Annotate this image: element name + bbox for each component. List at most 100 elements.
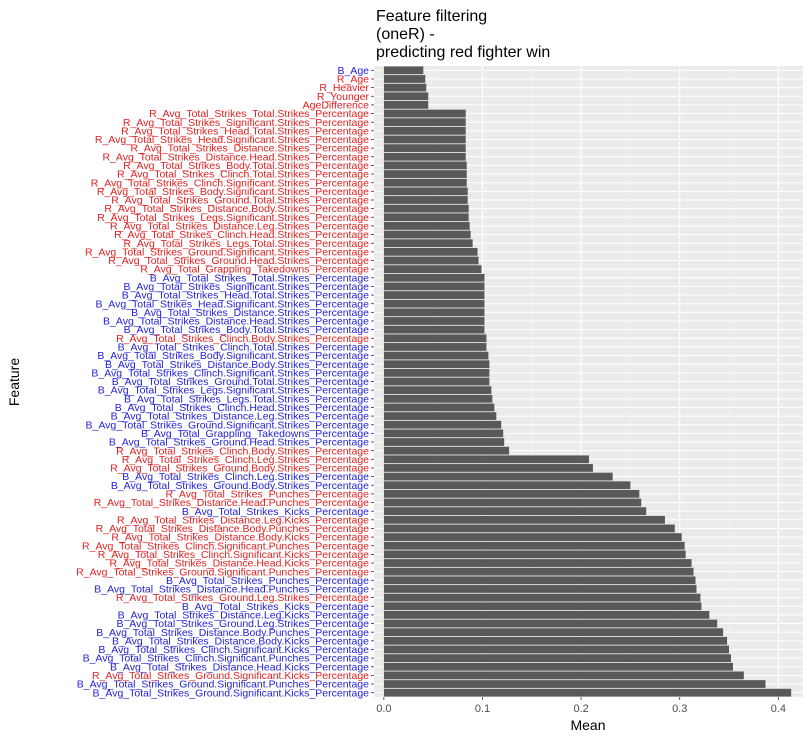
bar: [383, 118, 466, 127]
y-tick-label: R_Avg_Total_Strikes_Total.Strikes_Percen…: [149, 108, 369, 120]
y-tick-label: R_Avg_Total_Grappling_Takedowns_Percenta…: [140, 264, 369, 276]
bar: [383, 247, 478, 256]
y-tick-label: R_Avg_Total_Strikes_Distance.Leg.Strikes…: [110, 221, 369, 233]
x-tick-label: 0.4: [771, 703, 786, 715]
y-tick-label: B_Avg_Total_Strikes_Clinch.Significant.S…: [91, 367, 369, 379]
y-tick-label: R_Avg_Total_Strikes_Clinch.Significant.S…: [91, 177, 369, 189]
y-tick-label: B_Avg_Total_Strikes_Punches_Percentage: [166, 575, 369, 587]
y-tick-label: B_Avg_Total_Strikes_Clinch.Leg.Strikes_P…: [122, 471, 369, 483]
bar: [383, 524, 675, 533]
y-tick-label: B_Avg_Total_Strikes_Clinch.Significant.P…: [83, 653, 370, 665]
y-tick-label: B_Avg_Total_Strikes_Ground.Total.Strikes…: [112, 376, 369, 388]
y-axis-title: Feature: [6, 358, 22, 406]
y-tick-label: B_Avg_Total_Strikes_Ground.Significant.K…: [93, 687, 370, 699]
y-tick-label: B_Avg_Total_Strikes_Ground.Significant.P…: [77, 679, 369, 691]
y-tick-label: R_Avg_Total_Strikes_Body.Total.Strikes_P…: [123, 160, 369, 172]
y-tick-label: R_Avg_Total_Strikes_Distance.Body.Strike…: [104, 203, 369, 215]
y-tick-label: R_Avg_Total_Strikes_Ground.Significant.P…: [76, 566, 369, 578]
bar: [383, 351, 489, 360]
x-tick-label: 0.1: [475, 703, 490, 715]
bar: [383, 213, 469, 222]
bar: [383, 230, 471, 239]
bar: [383, 178, 467, 187]
bar: [383, 585, 697, 593]
bar: [383, 636, 728, 645]
y-tick-label: B_Avg_Total_Strikes_Clinch.Significant.K…: [98, 644, 369, 656]
y-tick-label: R_Avg_Total_Strikes_Clinch.Significant.P…: [82, 540, 369, 552]
y-tick-label: B_Avg_Total_Strikes_Kicks_Percentage: [182, 506, 369, 518]
y-tick-label: R_Avg_Total_Strikes_Clinch.Significant.K…: [98, 549, 369, 561]
y-tick-label: R_Avg_Total_Strikes_Distance.Body.Punche…: [96, 523, 370, 535]
y-tick-label: B_Avg_Total_Strikes_Significant.Strikes_…: [123, 281, 369, 293]
y-tick-label: B_Avg_Total_Strikes_Legs.Significant.Str…: [98, 385, 369, 397]
bar: [383, 645, 730, 654]
bar: [383, 403, 495, 412]
y-tick-label: AgeDifference: [303, 99, 370, 111]
bar: [383, 394, 493, 403]
y-tick-label: B_Avg_Total_Strikes_Kicks_Percentage: [182, 601, 369, 613]
bar: [383, 472, 613, 481]
y-tick-label: R_Avg_Total_Strikes_Legs.Significant.Str…: [97, 212, 369, 224]
x-axis-title: Mean: [570, 717, 605, 733]
y-tick-label: R_Avg_Total_Strikes_Ground.Head.Strikes_…: [108, 255, 369, 267]
bar: [383, 567, 694, 576]
bar: [383, 66, 424, 75]
bar: [383, 429, 504, 438]
y-tick-label: B_Avg_Total_Strikes_Distance.Head.Strike…: [103, 316, 369, 328]
bar: [383, 412, 497, 420]
y-tick-label: R_Avg_Total_Strikes_Ground.Body.Strikes_…: [110, 463, 369, 475]
bar: [383, 576, 696, 585]
y-tick-label: R_Heavier: [319, 82, 369, 94]
y-tick-label: R_Avg_Total_Strikes_Distance.Head.Strike…: [102, 151, 369, 163]
bar: [383, 282, 485, 291]
bar: [383, 559, 692, 567]
bar: [383, 299, 485, 308]
bar: [383, 239, 473, 248]
bar: [383, 196, 468, 204]
y-tick-label: B_Avg_Total_Strikes_Body.Significant.Str…: [97, 350, 369, 362]
chart-title-line: Feature filtering: [376, 8, 487, 25]
y-tick-label: B_Age: [337, 65, 369, 77]
bar: [383, 533, 682, 541]
y-tick-label: R_Avg_Total_Strikes_Clinch.Body.Strikes_…: [116, 333, 369, 345]
bar: [383, 368, 490, 377]
y-tick-label: R_Avg_Total_Strikes_Clinch.Leg.Strikes_P…: [122, 454, 369, 466]
y-tick-label: R_Avg_Total_Strikes_Head.Total.Strikes_P…: [121, 125, 369, 137]
y-tick-label: R_Avg_Total_Strikes_Head.Significant.Str…: [95, 134, 369, 146]
bar: [383, 334, 487, 343]
bar: [383, 308, 485, 317]
chart-title-line: (oneR) -: [376, 26, 435, 43]
y-tick-label: R_Avg_Total_Strikes_Legs.Total.Strikes_P…: [123, 238, 369, 250]
bar: [383, 420, 502, 429]
bar: [383, 489, 640, 498]
y-tick-label: R_Avg_Total_Strikes_Clinch.Head.Strikes_…: [114, 229, 369, 241]
bar: [383, 144, 466, 153]
y-tick-label: B_Avg_Total_Strikes_Head.Total.Strikes_P…: [122, 290, 369, 302]
x-axis-ticks: 0.0 0.1 0.2 0.3 0.4: [376, 697, 786, 715]
bar: [383, 325, 485, 334]
y-tick-label: B_Avg_Total_Strikes_Ground.Body.Strikes_…: [111, 480, 369, 492]
y-tick-label: R_Avg_Total_Strikes_Distance.Head.Kicks_…: [109, 558, 369, 570]
bar: [383, 75, 426, 83]
y-tick-label: R_Avg_Total_Strikes_Distance.Strikes_Per…: [130, 143, 369, 155]
y-tick-label: B_Avg_Total_Strikes_Distance.Body.Punche…: [96, 627, 369, 639]
bar: [383, 204, 469, 213]
y-axis-tick-labels: B_AgeR_AgeR_HeavierR_YoungerAgeDifferenc…: [76, 65, 369, 699]
y-tick-label: B_Avg_Total_Strikes_Legs.Total.Strikes_P…: [124, 393, 369, 405]
y-tick-label: B_Avg_Total_Strikes_Clinch.Total.Strikes…: [118, 342, 370, 354]
bar: [383, 593, 701, 602]
chart-title: Feature filtering (oneR) - predicting re…: [376, 8, 550, 61]
bar: [383, 126, 466, 135]
bar: [383, 265, 482, 274]
bar: [383, 386, 492, 395]
y-tick-label: R_Avg_Total_Strikes_Ground.Leg.Strikes_P…: [116, 592, 369, 604]
bar: [383, 662, 733, 671]
y-tick-label: R_Avg_Total_Strikes_Distance.Body.Kicks_…: [111, 532, 369, 544]
y-tick-label: B_Avg_Total_Strikes_Distance.Leg.Kicks_P…: [118, 609, 370, 621]
y-tick-label: R_Avg_Total_Strikes_Significant.Strikes_…: [123, 117, 369, 129]
y-tick-label: B_Avg_Total_Grappling_Takedowns_Percenta…: [141, 428, 369, 440]
bar: [383, 481, 631, 490]
bar: [383, 610, 710, 619]
